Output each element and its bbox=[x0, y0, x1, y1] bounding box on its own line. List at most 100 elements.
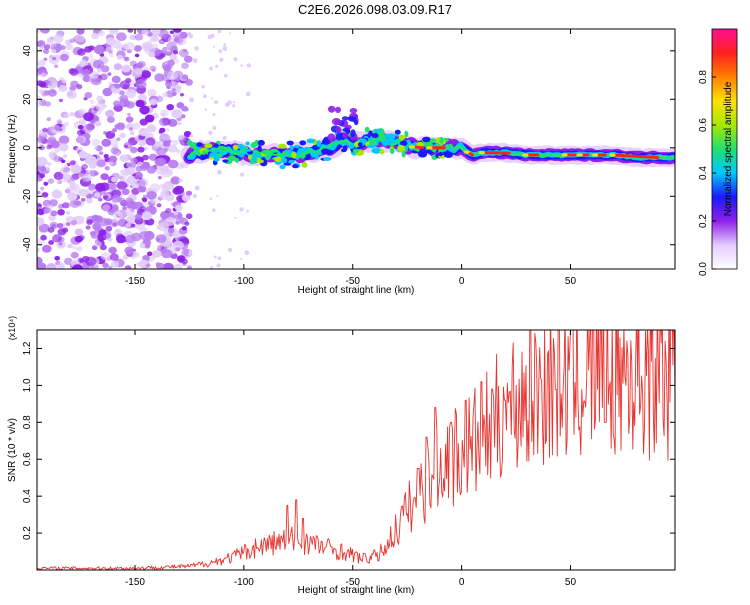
heatmap-noise-blob bbox=[165, 169, 173, 176]
x-tick-label: 50 bbox=[565, 276, 577, 287]
heatmap-ridge-blob bbox=[299, 140, 306, 145]
heatmap-noise-blob bbox=[62, 202, 70, 208]
heatmap-noise-blob bbox=[146, 137, 156, 145]
heatmap-faint-dot bbox=[246, 210, 249, 213]
heatmap-noise-blob bbox=[57, 209, 65, 215]
heatmap-noise-blob bbox=[147, 89, 157, 97]
heatmap-noise-blob bbox=[43, 207, 51, 213]
heatmap-faint-dot bbox=[240, 173, 244, 177]
heatmap-noise-blob bbox=[135, 34, 143, 41]
heatmap-noise-blob bbox=[129, 127, 133, 131]
heatmap-noise-blob bbox=[137, 188, 143, 193]
heatmap-noise-blob bbox=[39, 89, 44, 93]
heatmap-noise-blob bbox=[152, 252, 159, 258]
heatmap-noise-blob bbox=[154, 73, 164, 82]
heatmap-noise-blob bbox=[113, 211, 123, 220]
heatmap-excursion-blob bbox=[335, 107, 341, 113]
heatmap-noise-blob bbox=[171, 203, 175, 206]
heatmap-ridge-blob bbox=[258, 140, 265, 146]
heatmap-noise-blob bbox=[177, 255, 186, 262]
heatmap-noise-blob bbox=[139, 178, 149, 186]
heatmap-noise-blob bbox=[62, 228, 68, 233]
heatmap-noise-blob bbox=[82, 179, 86, 183]
heatmap-faint-dot bbox=[208, 35, 212, 39]
heatmap-noise-blob bbox=[159, 130, 163, 133]
heatmap-ridge-blob bbox=[395, 130, 401, 135]
heatmap-noise-blob bbox=[93, 60, 104, 69]
heatmap-noise-blob bbox=[92, 139, 101, 146]
heatmap-faint-dot bbox=[217, 263, 221, 267]
heatmap-noise-blob bbox=[125, 42, 136, 51]
heatmap-excursion-blob bbox=[327, 133, 335, 141]
heatmap-noise-blob bbox=[105, 91, 109, 94]
heatmap-ridge-blob bbox=[384, 139, 393, 145]
heatmap-noise-blob bbox=[86, 219, 93, 225]
y-tick-label: 0.2 bbox=[22, 526, 33, 540]
heatmap-noise-blob bbox=[137, 147, 144, 153]
heatmap-noise-blob bbox=[59, 242, 63, 245]
heatmap-excursion-blob bbox=[335, 120, 343, 124]
heatmap-faint-dot bbox=[217, 170, 222, 175]
figure-title: C2E6.2026.098.03.09.R17 bbox=[298, 2, 452, 17]
heatmap-noise-blob bbox=[116, 235, 126, 243]
heatmap-ridge-blob bbox=[302, 162, 308, 168]
heatmap-faint-dot bbox=[213, 126, 217, 130]
heatmap-noise-blob bbox=[175, 247, 180, 251]
heatmap-noise-blob bbox=[109, 219, 119, 227]
heatmap-noise-blob bbox=[81, 198, 85, 202]
heatmap-faint-dot bbox=[233, 101, 235, 103]
heatmap-noise-blob bbox=[71, 252, 79, 259]
heatmap-faint-dot bbox=[225, 102, 230, 107]
heatmap-noise-blob bbox=[178, 135, 185, 141]
heatmap-noise-blob bbox=[149, 98, 158, 105]
heatmap-noise-blob bbox=[122, 201, 127, 205]
heatmap-noise-blob bbox=[48, 89, 57, 97]
snr-background bbox=[37, 330, 675, 570]
heatmap-ridge-blob bbox=[291, 152, 296, 158]
heatmap-faint-dot bbox=[195, 186, 200, 191]
heatmap-noise-blob bbox=[67, 244, 73, 249]
heatmap-noise-blob bbox=[82, 69, 91, 76]
heatmap-noise-blob bbox=[77, 49, 86, 56]
y-tick-label: 0 bbox=[22, 145, 33, 151]
y-tick-label: 1.0 bbox=[22, 378, 33, 392]
heatmap-noise-blob bbox=[161, 249, 172, 258]
x-tick-label: 0 bbox=[459, 276, 465, 287]
heatmap-noise-blob bbox=[142, 212, 152, 220]
heatmap-noise-blob bbox=[48, 178, 55, 184]
heatmap-noise-blob bbox=[56, 43, 61, 47]
heatmap-noise-blob bbox=[54, 256, 60, 261]
heatmap-noise-blob bbox=[176, 216, 184, 223]
heatmap-noise-blob bbox=[118, 173, 126, 180]
heatmap-faint-dot bbox=[222, 46, 227, 51]
heatmap-noise-blob bbox=[52, 234, 62, 242]
heatmap-noise-blob bbox=[58, 262, 65, 268]
heatmap-noise-blob bbox=[178, 178, 183, 182]
heatmap-noise-blob bbox=[50, 124, 61, 133]
heatmap-noise-blob bbox=[99, 182, 109, 191]
y-tick-label: -20 bbox=[22, 189, 33, 204]
heatmap-noise-blob bbox=[103, 195, 108, 199]
colorbar-tick-label: 0.4 bbox=[698, 166, 709, 180]
heatmap-noise-blob bbox=[166, 128, 170, 131]
heatmap-noise-blob bbox=[157, 245, 163, 250]
heatmap-noise-blob bbox=[122, 206, 127, 210]
heatmap-ridge-blob bbox=[209, 152, 216, 157]
heatmap-noise-blob bbox=[70, 160, 76, 165]
heatmap-noise-blob bbox=[181, 106, 188, 112]
heatmap-noise-blob bbox=[88, 54, 93, 58]
heatmap-ridge-blob bbox=[196, 142, 202, 147]
heatmap-noise-blob bbox=[165, 81, 172, 87]
heatmap-ridge-blob bbox=[187, 140, 193, 145]
heatmap-noise-blob bbox=[57, 180, 62, 184]
heatmap-noise-blob bbox=[114, 84, 120, 89]
heatmap-noise-blob bbox=[47, 136, 56, 143]
heatmap-ridge-blob bbox=[369, 140, 377, 143]
heatmap-faint-dot bbox=[239, 207, 243, 211]
heatmap-noise-blob bbox=[165, 217, 176, 226]
heatmap-noise-blob bbox=[85, 92, 93, 98]
x-tick-label: -100 bbox=[234, 577, 254, 588]
heatmap-noise-blob bbox=[155, 158, 164, 166]
